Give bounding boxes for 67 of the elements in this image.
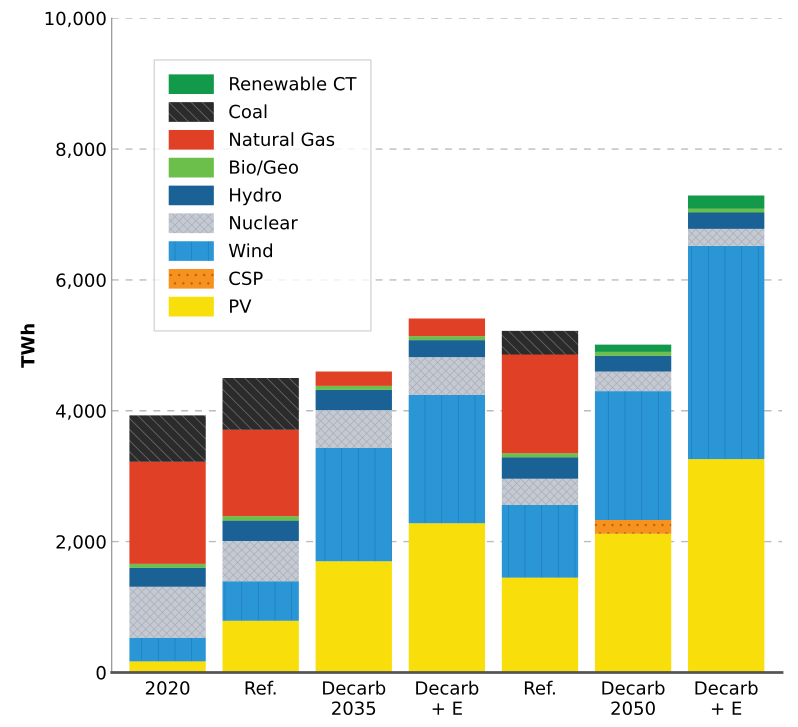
bar [594, 356, 672, 372]
x-tick-label: 2020 [146, 681, 190, 695]
bar [316, 386, 392, 390]
bar [688, 228, 764, 246]
bar [502, 354, 578, 454]
legend-label: PV [230, 300, 252, 313]
legend-label: CSP [229, 271, 263, 286]
bar [688, 208, 764, 212]
legend-label: Bio/Geo [230, 160, 298, 176]
bar [408, 336, 486, 340]
y-tick-label: 6,000 [56, 273, 106, 289]
legend-label: Hydro [230, 188, 282, 206]
y-tick-label: 10,000 [46, 12, 106, 28]
x-tick-label: Ref. [246, 680, 276, 695]
bar [688, 195, 764, 209]
x-tick-label: Decarb 2050 [602, 680, 665, 716]
bar [129, 586, 206, 638]
bar [502, 330, 578, 354]
x-tick-label: Decarb + E [696, 680, 758, 715]
y-axis-title: TWh [20, 324, 34, 368]
bar [408, 340, 486, 358]
bar [502, 478, 578, 505]
bar [594, 371, 672, 392]
bar [129, 415, 206, 462]
bar [408, 395, 486, 524]
bar [129, 638, 206, 662]
bar [222, 582, 299, 621]
bar [316, 410, 392, 448]
bar [502, 578, 578, 672]
bar [222, 540, 299, 582]
bar [408, 318, 486, 336]
bar [316, 448, 392, 562]
x-tick-label: Decarb + E [416, 680, 478, 715]
bar [222, 620, 299, 672]
y-tick-label: 2,000 [56, 535, 106, 551]
bar [222, 430, 299, 516]
legend-label: Natural Gas [230, 132, 334, 146]
bar [316, 390, 392, 410]
legend-label: Nuclear [230, 216, 298, 230]
bar [594, 520, 672, 534]
legend-label: Wind [228, 243, 272, 258]
bar [129, 568, 206, 587]
bar [129, 564, 206, 568]
bar [502, 504, 578, 578]
bar [688, 459, 764, 672]
legend-label: Coal [229, 104, 266, 118]
bar [316, 561, 392, 672]
legend-label: Renewable CT [230, 76, 357, 91]
bar [129, 462, 206, 564]
bar [502, 457, 578, 479]
bar [408, 357, 486, 396]
y-tick-label: 4,000 [56, 404, 106, 420]
bar [222, 516, 299, 521]
bar [316, 371, 392, 386]
bar [594, 352, 672, 356]
bar [408, 523, 486, 672]
bar [594, 344, 672, 352]
x-tick-label: Decarb 2035 [323, 680, 386, 716]
x-tick-label: Ref. [524, 680, 555, 695]
bar [222, 520, 299, 541]
bar [688, 212, 764, 229]
bar [222, 378, 299, 430]
bar [688, 246, 764, 460]
bar [594, 534, 672, 672]
y-tick-label: 8,000 [56, 142, 106, 158]
y-tick-label: 0 [96, 666, 106, 680]
bar [594, 391, 672, 520]
